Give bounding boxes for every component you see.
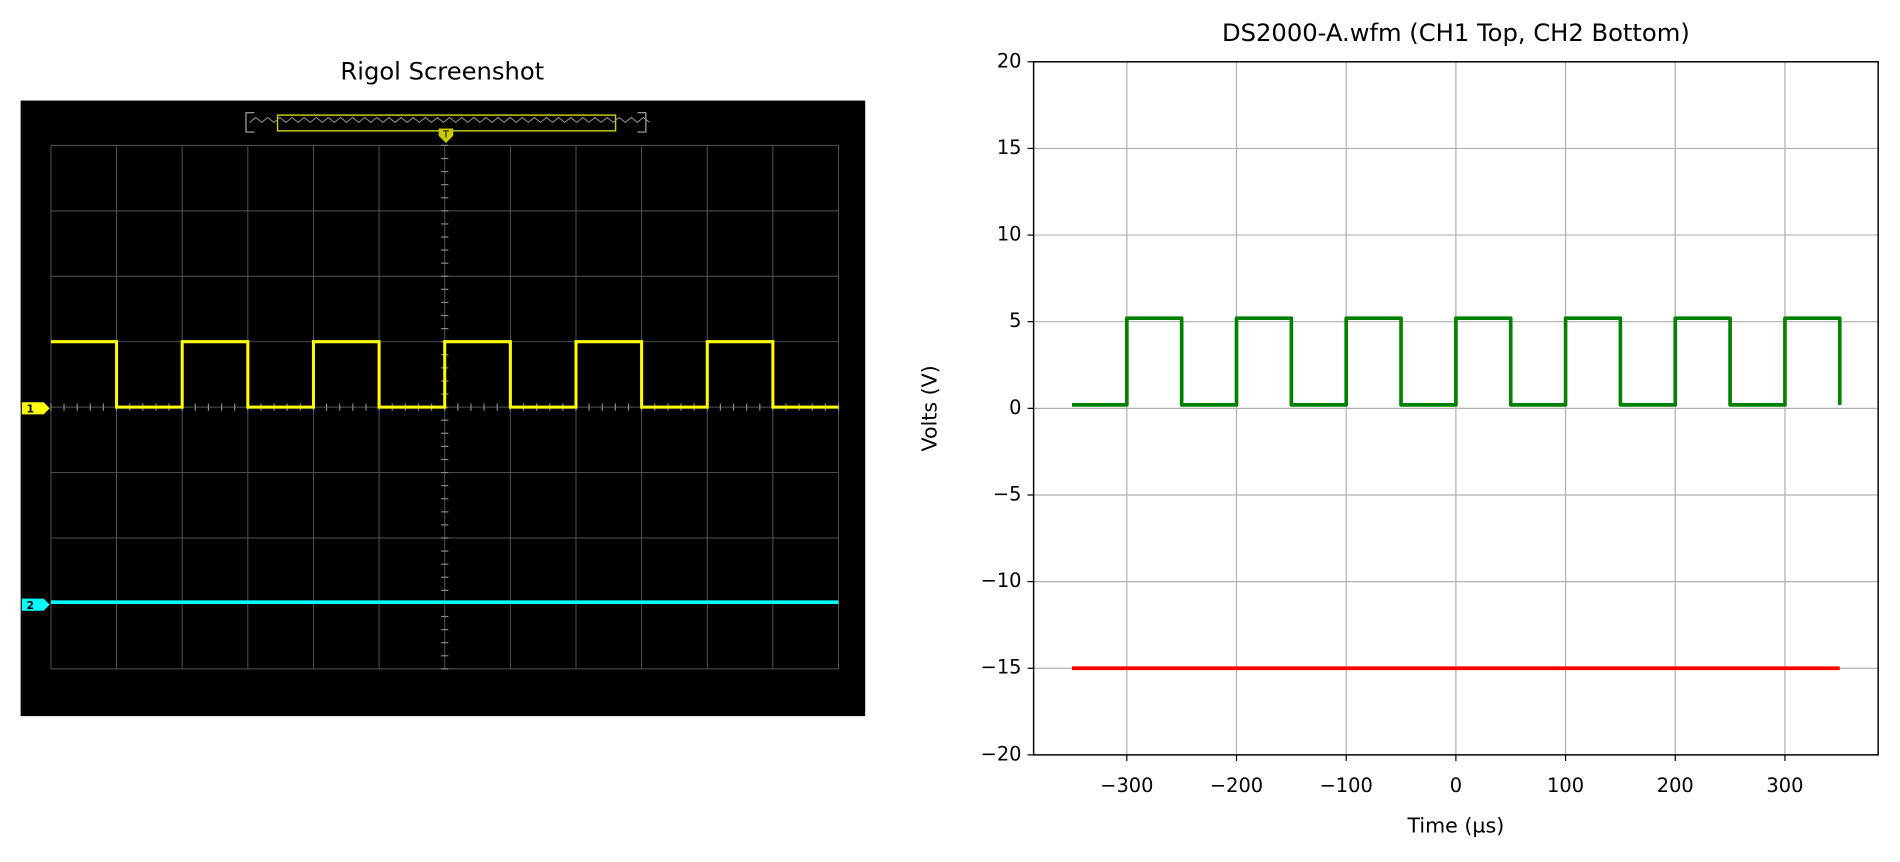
x-tick-label: −300 — [1100, 774, 1153, 797]
y-tick-label: −10 — [981, 569, 1022, 592]
x-tick-label: −200 — [1210, 774, 1263, 797]
y-tick-label: −5 — [993, 482, 1022, 505]
y-tick-label: −20 — [981, 742, 1022, 765]
marker-label: T — [442, 129, 449, 140]
scope-annotation: CH2= 2.00 V/DIV — [315, 675, 483, 700]
y-tick-label: 20 — [997, 49, 1022, 72]
x-tick-label: 200 — [1657, 774, 1694, 797]
ch2-marker — [21, 598, 50, 611]
trigger-marker — [438, 128, 454, 143]
marker-label: 2 — [27, 599, 35, 612]
memory-wave — [249, 116, 650, 124]
x-axis-label: Time (µs) — [1406, 813, 1504, 837]
x-tick-label: 100 — [1547, 774, 1584, 797]
ch1-marker — [21, 402, 50, 415]
scope-annotation: Time= 50.00 us/DIV — [649, 675, 842, 700]
x-tick-label: 0 — [1450, 774, 1462, 797]
marker-label: 1 — [27, 403, 35, 416]
memory-bracket — [245, 112, 647, 133]
series-line — [1071, 316, 1842, 407]
y-tick-label: 5 — [1009, 309, 1021, 332]
image-title: Rigol Screenshot — [340, 58, 544, 86]
y-tick-label: 10 — [997, 223, 1022, 246]
scope-ch1-trace — [50, 340, 839, 409]
scope-annotation: CH1= 5.00 V/DIV — [36, 675, 204, 700]
x-tick-label: −100 — [1320, 774, 1373, 797]
x-tick-label: 300 — [1766, 774, 1803, 797]
y-tick-label: 0 — [1009, 396, 1021, 419]
chart-title: DS2000-A.wfm (CH1 Top, CH2 Bottom) — [1222, 19, 1690, 47]
y-tick-label: 15 — [997, 136, 1022, 159]
plot-frame — [1032, 61, 1879, 756]
y-axis-label: Volts (V) — [918, 365, 942, 451]
y-tick-label: −15 — [981, 656, 1022, 679]
